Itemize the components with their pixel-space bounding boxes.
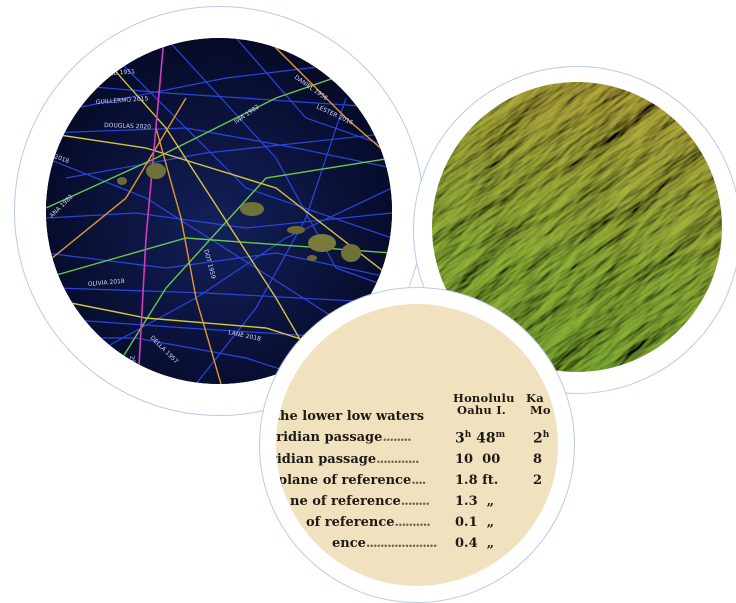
row-label: of reference..........	[306, 515, 431, 530]
magenta-track	[137, 38, 165, 384]
honolulu-value: 1.8 ft.	[455, 473, 499, 488]
row-label: plane of reference....	[278, 473, 426, 488]
terrain-relief-image	[432, 82, 722, 372]
second-station-value: 2h	[533, 430, 550, 447]
row-label: ence....................	[332, 536, 437, 551]
honolulu-value: 3h 48m	[455, 430, 506, 447]
track-label: OLIVIA 2018	[88, 278, 126, 288]
row-label: the lower low waters	[276, 409, 425, 424]
column-header-honolulu: Honolulu Oahu I.	[453, 391, 515, 417]
honolulu-value: 10 00	[455, 452, 501, 467]
hawaiian-islands	[117, 163, 361, 262]
honolulu-value: 0.1 „	[455, 515, 495, 530]
blue-tracks	[46, 38, 392, 384]
table-row: plane of reference.... 1.8 ft. 2	[276, 473, 558, 493]
track-label: GUILLERMO 2015	[96, 95, 149, 106]
table-row: ridian passage............ 10 00 8	[276, 452, 558, 472]
orange-track-1	[46, 97, 187, 264]
table-row: the lower low waters	[276, 409, 558, 429]
track-label: FRED 1951	[102, 68, 136, 78]
honolulu-value: 0.4 „	[455, 536, 495, 551]
tide-table: Honolulu Oahu I. Ka Mo the lower low wat…	[276, 304, 558, 586]
terrain-relief-surface	[432, 82, 722, 372]
second-station-value: 8	[533, 452, 543, 467]
table-row: ence.................... 0.4 „	[276, 536, 558, 556]
column-header-second-station: Ka Mo	[526, 391, 551, 417]
orange-track-3	[265, 38, 392, 159]
orange-track-2	[155, 127, 222, 384]
row-label: eridian passage........	[276, 430, 412, 445]
tide-table-scan: Honolulu Oahu I. Ka Mo the lower low wat…	[276, 304, 558, 586]
table-row: of reference.......... 0.1 „	[276, 515, 558, 535]
table-row: eridian passage........ 3h 48m 2h	[276, 430, 558, 450]
honolulu-value: 1.3 „	[455, 494, 495, 509]
track-label: 2018	[53, 153, 70, 165]
track-label: DOUGLAS 2020	[104, 122, 151, 131]
row-label: ne of reference........	[290, 494, 430, 509]
row-label: ridian passage............	[276, 452, 419, 467]
terrain-svg	[432, 82, 722, 372]
second-station-value: 2	[533, 473, 543, 488]
green-track-2	[105, 157, 392, 384]
yellow-track-1	[46, 132, 392, 279]
table-row: ne of reference........ 1.3 „	[276, 494, 558, 514]
